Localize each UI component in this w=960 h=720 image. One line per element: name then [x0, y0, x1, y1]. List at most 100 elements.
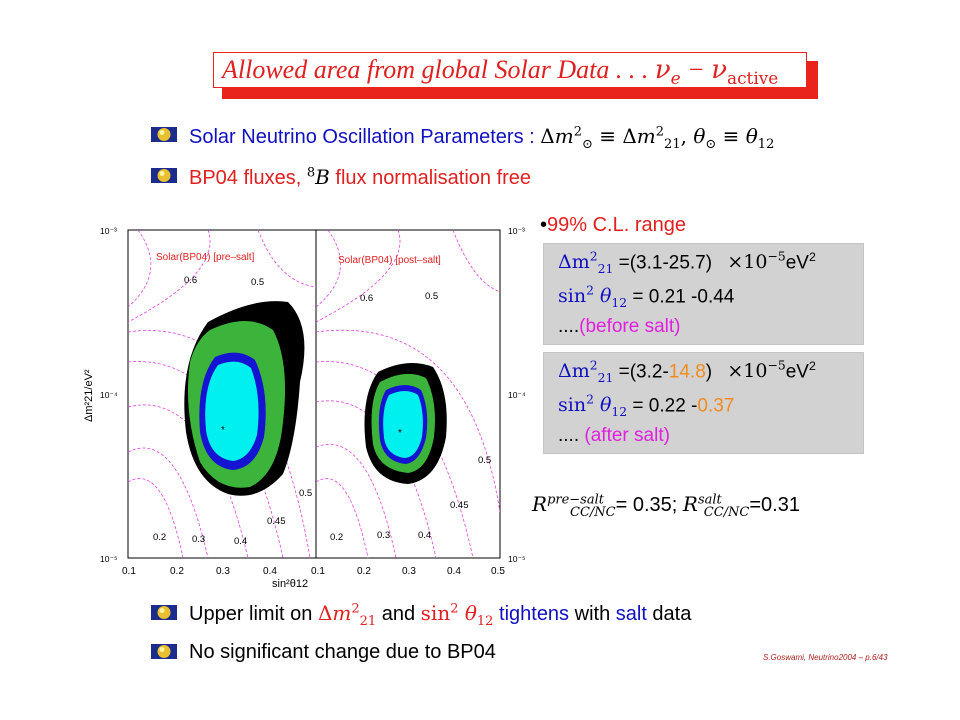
before-dm-line: Δm221 =(3.1-25.7) ×10−5eV2: [558, 250, 816, 276]
before-note: (before salt): [579, 316, 681, 337]
after-dm-value-a: =(3.2-: [618, 361, 669, 383]
iso-label: 0.3: [377, 530, 390, 541]
ratio-pre-salt: Rpre−saltCC/NC: [532, 492, 616, 520]
before-dm-symbol: Δm221: [558, 250, 614, 277]
y-axis-label: Δm²21/eV²: [83, 369, 95, 422]
title-nu-active: νactive: [711, 55, 779, 89]
after-dm-line: Δm221 =(3.2-14.8) ×10−5eV2: [558, 359, 816, 385]
bullet-2-text-a: BP04 fluxes,: [189, 167, 307, 189]
bullet-3-salt: salt: [615, 603, 647, 625]
y-tick-label: 10⁻⁴: [100, 390, 118, 400]
bullet-upper-limit: Upper limit on Δm221 and sin2 θ12 tighte…: [189, 601, 691, 629]
bullet-2-sup: 8: [306, 165, 316, 181]
bullet-3-tightens: tightens: [493, 603, 570, 625]
footer-page-number: – p.6/43: [856, 653, 888, 662]
bullet-3-text-a: Upper limit on: [189, 603, 318, 625]
bullet-2-math: B: [315, 165, 330, 189]
iso-label: 0.5: [251, 277, 264, 288]
bullet-1-text: Solar Neutrino Oscillation Parameters :: [189, 126, 535, 148]
bullet-2-text-b: flux normalisation free: [329, 167, 532, 189]
title-nu-e: νe: [654, 55, 681, 89]
iso-label: 0.6: [184, 275, 197, 286]
after-dm-symbol: Δm221: [558, 359, 614, 386]
ratio-salt-value: =0.31: [749, 494, 800, 516]
bullet-3-math-b: sin2 θ12: [420, 601, 494, 629]
bullet-3-data: data: [646, 603, 692, 625]
sphere-bullet-icon: [151, 644, 177, 659]
sphere-bullet-icon: [151, 605, 177, 620]
iso-label: 0.5: [478, 455, 491, 466]
after-dm-unit-sup: 2: [808, 359, 816, 373]
bullet-3-with: with: [569, 603, 616, 625]
after-sin-line: sin2 θ12 = 0.22 -0.37: [558, 393, 734, 419]
ratio-salt: RsaltCC/NC: [682, 492, 750, 520]
cl-range-text: 99% C.L. range: [547, 214, 686, 236]
before-dm-unit: ×10−5: [727, 250, 786, 274]
x-tick-label: 0.3: [402, 566, 416, 577]
chart-title-post-salt: Solar(BP04) [post–salt]: [338, 255, 441, 266]
x-tick-label: 0.2: [170, 566, 184, 577]
bullet-3-and: and: [376, 603, 421, 625]
y-tick-label: 10⁻³: [100, 226, 117, 236]
before-sin-symbol: sin2 θ12: [558, 284, 628, 311]
iso-label: 0.5: [425, 291, 438, 302]
y-tick-label: 10⁻⁵: [100, 554, 117, 564]
after-sin-value-a: = 0.22 -: [632, 395, 698, 417]
region-90-post: [383, 391, 423, 458]
after-dm-value-c: ): [705, 361, 713, 383]
iso-label: 0.2: [330, 532, 343, 543]
sphere-bullet-icon: [151, 127, 177, 142]
contours-post-salt: *: [364, 363, 447, 484]
slide-title: Allowed area from global Solar Data . . …: [222, 55, 778, 88]
iso-label: 0.45: [267, 516, 286, 527]
x-tick-label: 0.4: [263, 566, 277, 577]
chart-title-pre-salt: Solar(BP04) [pre–salt]: [156, 252, 255, 263]
best-fit-marker-post: *: [398, 428, 402, 439]
footer-author: S.Goswami, Neutrino2004: [763, 653, 857, 662]
before-sin-value: = 0.21 -0.44: [632, 286, 735, 308]
after-sin-symbol: sin2 θ12: [558, 393, 628, 420]
after-dm-unit-ev: eV: [785, 361, 809, 383]
after-dm-value-b: 14.8: [668, 361, 706, 383]
best-fit-marker-pre: *: [221, 425, 225, 436]
bullet-3-math-a: Δm221: [317, 601, 377, 629]
y-tick-label: 10⁻⁴: [508, 390, 526, 400]
bullet-bp04-fluxes: BP04 fluxes, 8B flux normalisation free: [189, 165, 531, 190]
cl-range-heading: •99% C.L. range: [540, 214, 686, 237]
bullet-no-significant-change: No significant change due to BP04: [189, 641, 496, 663]
iso-label: 0.6: [360, 293, 373, 304]
title-box: [213, 52, 807, 88]
title-text: Allowed area from global Solar Data . . …: [222, 55, 655, 84]
after-note-line: .... (after salt): [558, 425, 670, 447]
iso-label: 0.4: [418, 530, 431, 541]
sphere-bullet-icon: [151, 168, 177, 183]
after-sin-value-b: 0.37: [697, 395, 735, 417]
before-note-dots: ....: [558, 316, 580, 337]
ratio-pre-salt-value: = 0.35;: [615, 494, 678, 516]
x-tick-label: 0.1: [122, 566, 136, 577]
x-tick-label: 0.2: [357, 566, 371, 577]
contours-pre-salt: *: [184, 301, 305, 496]
iso-label: 0.2: [153, 532, 166, 543]
cl-bullet: •: [540, 214, 548, 236]
after-note-dots: ....: [558, 425, 580, 446]
before-note-line: ....(before salt): [558, 316, 681, 338]
bullet-solar-parameters: Solar Neutrino Oscillation Parameters : …: [189, 124, 774, 152]
slide-footer: S.Goswami, Neutrino2004 – p.6/43: [763, 653, 888, 662]
iso-lines-post-salt: [316, 230, 500, 558]
bullet-1-math: Δm2⊙ ≡ Δm221, θ⊙ ≡ θ12: [540, 124, 775, 152]
iso-label: 0.4: [234, 536, 247, 547]
before-dm-unit-sup: 2: [808, 250, 816, 264]
before-dm-value: =(3.1-25.7): [618, 252, 713, 274]
after-salt-panel: Δm221 =(3.2-14.8) ×10−5eV2 sin2 θ12 = 0.…: [543, 352, 864, 454]
after-note: (after salt): [584, 425, 670, 446]
ratio-line: Rpre−saltCC/NC= 0.35; RsaltCC/NC=0.31: [532, 492, 800, 520]
x-tick-label: 0.4: [447, 566, 461, 577]
iso-label: 0.3: [192, 534, 205, 545]
iso-label: 0.45: [450, 500, 469, 511]
before-salt-panel: Δm221 =(3.1-25.7) ×10−5eV2 sin2 θ12 = 0.…: [543, 243, 864, 345]
contour-charts: * * Solar(BP04) [pre–salt] Solar(BP04) […: [83, 226, 526, 590]
before-dm-unit-ev: eV: [785, 252, 809, 274]
y-tick-label: 10⁻⁵: [508, 554, 525, 564]
after-dm-unit: ×10−5: [727, 359, 786, 383]
